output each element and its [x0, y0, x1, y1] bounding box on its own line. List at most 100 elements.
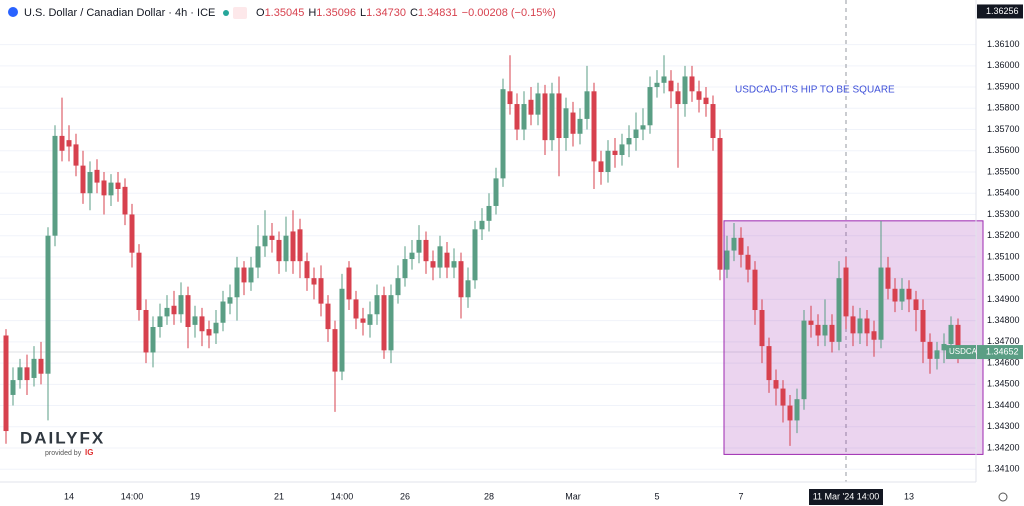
candle-body	[626, 138, 632, 145]
candle-body	[892, 288, 898, 302]
candle-body	[185, 295, 191, 327]
y-tick-label: 1.35700	[987, 124, 1020, 134]
candle-body	[157, 316, 163, 327]
candle-body	[290, 231, 296, 262]
candle-body	[10, 380, 16, 395]
x-tick-label: 5	[654, 491, 659, 501]
candle-body	[318, 278, 324, 304]
candle-body	[731, 237, 737, 251]
x-tick-label: 14:00	[331, 491, 354, 501]
axes: 1.34100 1.34200 1.34300 1.34400 1.34500 1.346…	[64, 4, 1023, 505]
candle-body	[549, 93, 555, 141]
candle-body	[87, 171, 93, 194]
candle-body	[150, 326, 156, 353]
y-tick-label: 1.36000	[987, 60, 1020, 70]
last-price-label: 1.34652	[986, 346, 1019, 356]
candles	[3, 55, 961, 446]
candle-body	[353, 299, 359, 319]
candle-body	[906, 288, 912, 300]
x-tick-label: 21	[274, 491, 284, 501]
ohlc-value: 1.35045	[265, 7, 305, 19]
candle-body	[521, 104, 527, 130]
y-tick-label: 1.35300	[987, 209, 1020, 219]
candle-body	[3, 335, 9, 432]
y-tick-label: 1.34700	[987, 336, 1020, 346]
candle-body	[654, 82, 660, 88]
candle-body	[605, 150, 611, 172]
flag-icon	[233, 7, 247, 19]
candle-body	[647, 87, 653, 126]
candle-body	[675, 91, 681, 105]
candle-body	[752, 269, 758, 311]
last-price-tag	[977, 345, 1023, 360]
candle-body	[108, 182, 114, 196]
candle-body	[52, 135, 58, 236]
candle-body	[640, 125, 646, 130]
y-tick-label: 1.34100	[987, 464, 1020, 474]
candle-body	[241, 267, 247, 283]
candle-body	[276, 239, 282, 262]
candle-body	[836, 278, 842, 342]
symbol-icon	[8, 7, 18, 17]
candle-body	[451, 261, 457, 268]
ohlc-label: L	[360, 7, 366, 19]
candle-body	[556, 93, 562, 139]
logo-provided: provided by	[45, 450, 82, 457]
candle-body	[780, 388, 786, 406]
candle-body	[563, 108, 569, 139]
x-tick-label: 14	[64, 491, 74, 501]
candle-body	[878, 267, 884, 340]
y-tick-label: 1.34400	[987, 400, 1020, 410]
candle-body	[514, 104, 520, 130]
candle-body	[283, 235, 289, 262]
candle-body	[500, 89, 506, 179]
candle-body	[213, 322, 219, 334]
candle-body	[542, 93, 548, 141]
y-tick-label: 1.35600	[987, 145, 1020, 155]
candle-body	[269, 235, 275, 240]
settings-icon[interactable]	[998, 492, 1008, 502]
candle-body	[45, 235, 51, 374]
candle-body	[304, 261, 310, 279]
candle-body	[619, 144, 625, 156]
candle-body	[661, 76, 667, 83]
logo-brand: IG	[85, 448, 93, 457]
candle-body	[668, 80, 674, 92]
candle-body	[871, 331, 877, 340]
y-tick-label: 1.35400	[987, 188, 1020, 198]
candle-body	[577, 118, 583, 134]
y-tick-label: 1.34900	[987, 294, 1020, 304]
y-tick-label: 1.34200	[987, 442, 1020, 452]
candle-body	[850, 316, 856, 334]
candle-body	[724, 250, 730, 270]
candle-body	[423, 239, 429, 262]
y-tick-label: 1.34600	[987, 357, 1020, 367]
candle-body	[948, 324, 954, 344]
candle-body	[696, 91, 702, 100]
candle-body	[745, 254, 751, 270]
candle-body	[941, 343, 947, 351]
y-tick-label: 1.34300	[987, 421, 1020, 431]
candle-body	[633, 129, 639, 139]
annotation: USDCAD-IT'S HIP TO BE SQUARE	[735, 85, 895, 96]
candle-body	[444, 252, 450, 268]
legend-name: USDCAD	[949, 347, 983, 356]
candle-body	[843, 267, 849, 317]
candle-body	[59, 135, 65, 151]
candle-body	[346, 267, 352, 300]
candle-body	[717, 138, 723, 270]
grid	[0, 0, 976, 482]
candle-body	[479, 220, 485, 230]
x-tick-label: 13	[904, 491, 914, 501]
candle-body	[794, 399, 800, 421]
candle-body	[367, 314, 373, 325]
status-dot	[223, 10, 229, 16]
candle-body	[801, 320, 807, 400]
x-tick-label: 28	[484, 491, 494, 501]
candle-body	[864, 318, 870, 334]
legend-tag	[946, 345, 976, 360]
candle-body	[689, 76, 695, 92]
candle-body	[591, 91, 597, 162]
candle-body	[598, 161, 604, 172]
crosshair-price-tag	[977, 4, 1023, 19]
